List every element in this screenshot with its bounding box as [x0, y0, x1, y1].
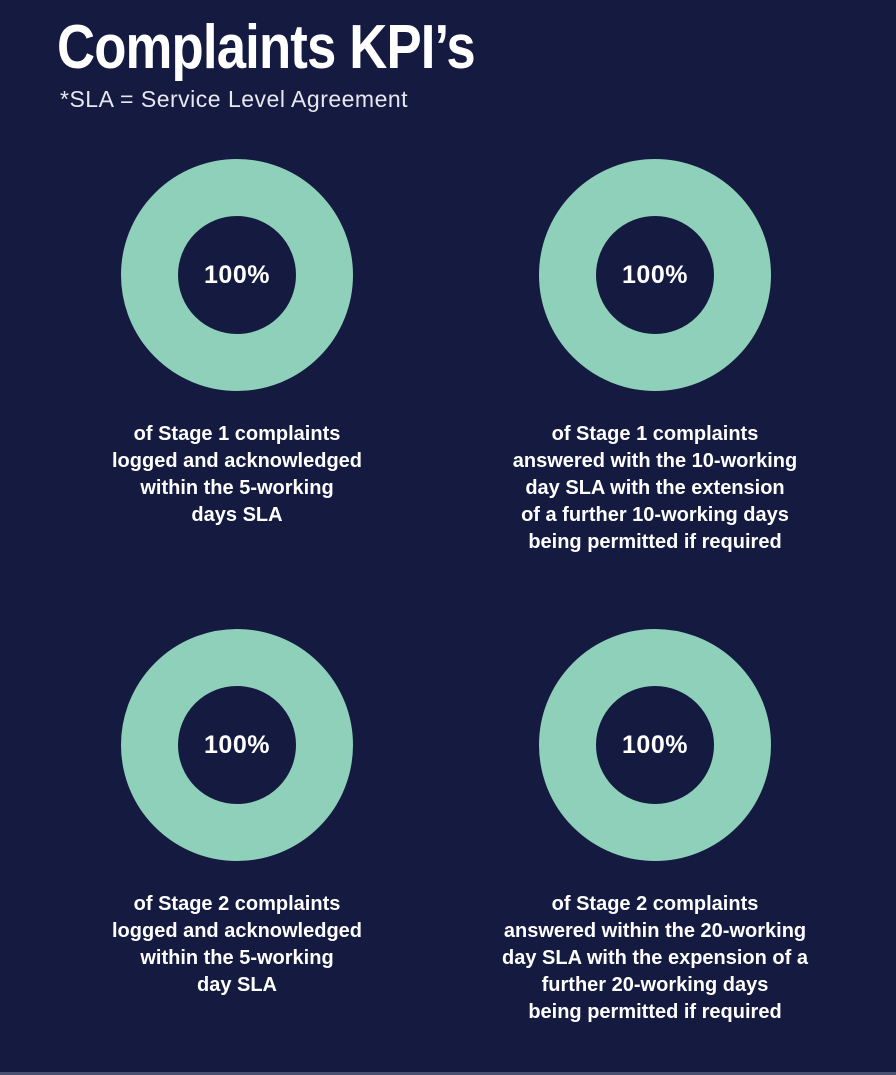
donut-chart-stage2-answered: 100% — [539, 629, 771, 861]
bottom-edge-strip — [0, 1072, 896, 1075]
kpi-caption-stage2-logged: of Stage 2 complaints logged and acknowl… — [111, 893, 363, 996]
donut-chart-stage1-answered: 100% — [539, 159, 771, 391]
sla-definition-note: *SLA = Service Level Agreement — [60, 86, 409, 112]
kpi-stage1-answered: 100% of Stage 1 complaints answered with… — [439, 159, 871, 556]
kpi-stage2-answered: 100% of Stage 2 complaints answered with… — [439, 629, 871, 1026]
donut-chart-stage2-logged: 100% — [121, 629, 353, 861]
kpi-stage2-logged: 100% of Stage 2 complaints logged and ac… — [21, 629, 453, 999]
donut-value-label: 100% — [204, 730, 270, 759]
kpi-caption-stage1-answered: of Stage 1 complaints answered with the … — [512, 423, 798, 553]
kpi-stage1-logged: 100% of Stage 1 complaints logged and ac… — [21, 159, 453, 529]
page-title: Complaints KPI’s — [57, 13, 476, 82]
donut-chart-stage1-logged: 100% — [121, 159, 353, 391]
donut-value-label: 100% — [622, 260, 688, 289]
donut-value-label: 100% — [204, 260, 270, 289]
kpi-caption-stage1-logged: of Stage 1 complaints logged and acknowl… — [111, 423, 363, 526]
kpi-caption-stage2-answered: of Stage 2 complaints answered within th… — [502, 893, 808, 1023]
donut-value-label: 100% — [622, 730, 688, 759]
